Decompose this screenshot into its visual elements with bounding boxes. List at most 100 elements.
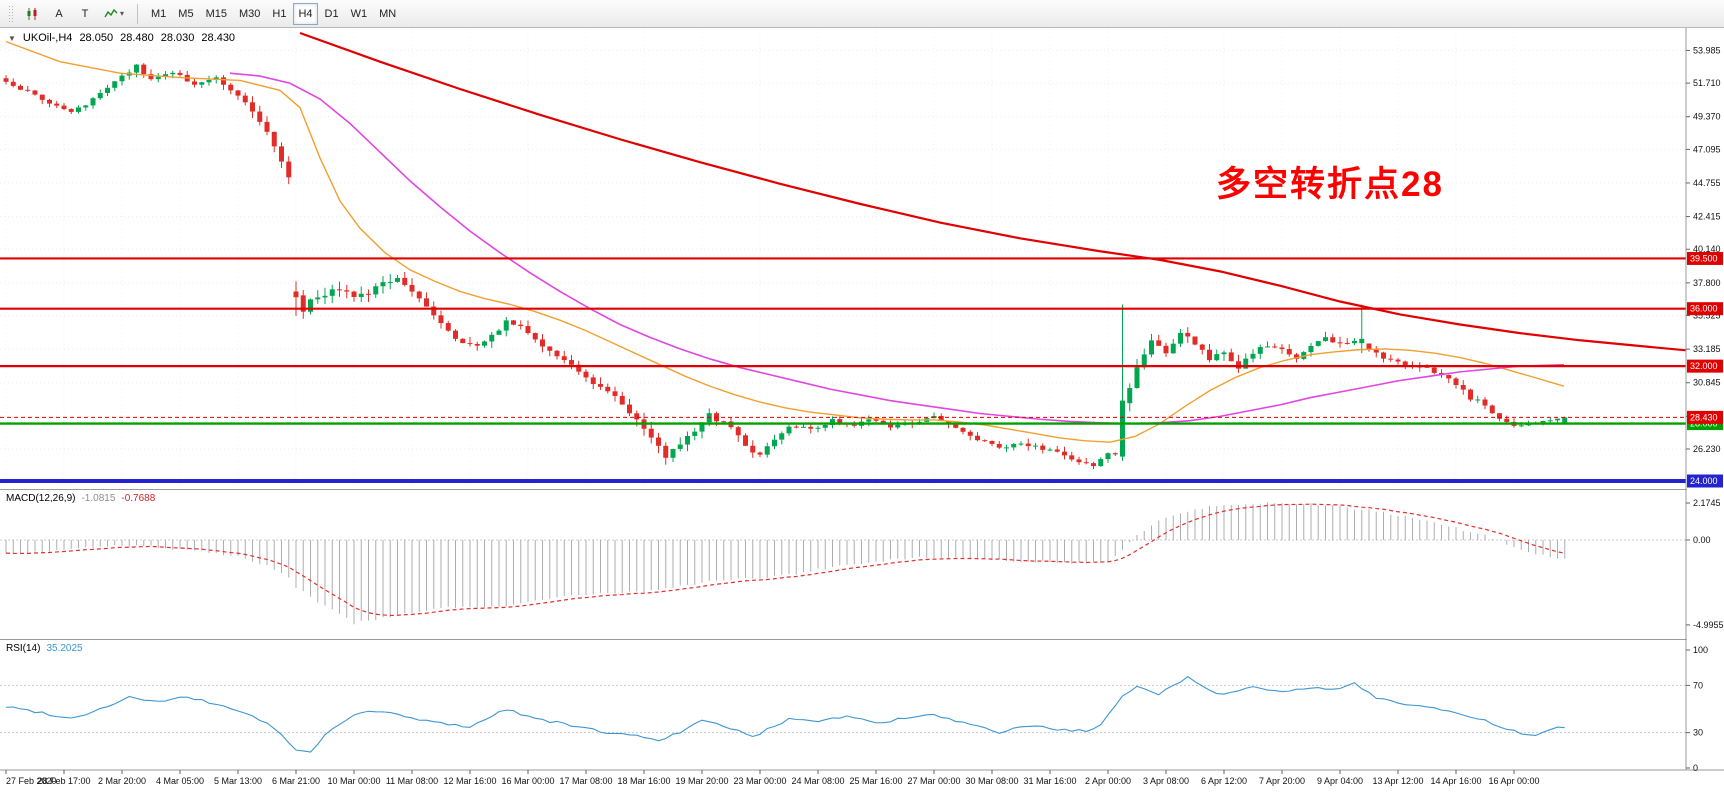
candle-body: [815, 427, 821, 429]
candle-body: [192, 81, 197, 85]
indicator-axis-labels: 2.1745 0.00 -4.9955 100 70 30 0: [1686, 498, 1724, 773]
svg-text:32.000: 32.000: [1690, 361, 1718, 371]
indicators-button[interactable]: ▾: [99, 3, 129, 25]
svg-text:35.525: 35.525: [1693, 311, 1721, 321]
svg-text:6 Apr 12:00: 6 Apr 12:00: [1201, 776, 1247, 786]
svg-text:28 Feb 17:00: 28 Feb 17:00: [37, 776, 90, 786]
candle-body: [1323, 337, 1328, 342]
timeframe-m15-button[interactable]: M15: [201, 3, 232, 25]
candle-body: [1170, 343, 1176, 354]
level-price-box: [1687, 474, 1723, 488]
candle-body: [569, 360, 574, 365]
candle-body: [373, 286, 379, 295]
svg-text:37.800: 37.800: [1693, 278, 1721, 288]
candle-body: [779, 433, 785, 440]
ma-fast-line: [5, 40, 1565, 443]
time-axis-gutter[interactable]: [0, 771, 1724, 793]
candle-body: [68, 109, 74, 112]
svg-text:11 Mar 08:00: 11 Mar 08:00: [386, 776, 438, 786]
candle-body: [25, 89, 31, 91]
svg-text:49.370: 49.370: [1693, 112, 1721, 122]
chart-canvas[interactable]: 53.985 51.710 49.370 47.095 44.755 42.415 40.1…: [0, 28, 1724, 793]
candle-body: [634, 413, 640, 420]
svg-text:24 Mar 08:00: 24 Mar 08:00: [791, 776, 844, 786]
candle-body: [830, 419, 835, 425]
timeframe-h4-button[interactable]: H4: [293, 2, 318, 25]
candle-body: [656, 437, 661, 446]
timeframe-w1-button[interactable]: W1: [346, 3, 373, 25]
timeframe-h1-button[interactable]: H1: [267, 3, 291, 25]
svg-text:36.000: 36.000: [1690, 304, 1718, 314]
candle-body: [271, 131, 277, 147]
svg-text:9 Apr 04:00: 9 Apr 04:00: [1317, 776, 1363, 786]
timeframe-m30-button[interactable]: M30: [234, 3, 265, 25]
candle-body: [967, 431, 973, 436]
candle-body: [1156, 340, 1162, 346]
candle-body: [880, 420, 886, 424]
macd-name: MACD(12,26,9): [6, 493, 76, 504]
chart-type-button[interactable]: [21, 3, 45, 25]
candle-body: [1228, 352, 1234, 362]
candle-body: [119, 75, 125, 82]
svg-text:17 Mar 08:00: 17 Mar 08:00: [559, 776, 612, 786]
svg-text:0.00: 0.00: [1693, 535, 1711, 545]
candle-body: [1098, 459, 1104, 467]
candle-body: [358, 293, 364, 298]
timeframe-d1-button[interactable]: D1: [320, 3, 344, 25]
text-tool-button[interactable]: T: [73, 3, 97, 25]
price-axis-gutter[interactable]: [1687, 28, 1724, 770]
candle-body: [873, 419, 879, 421]
candle-body: [960, 427, 966, 432]
svg-text:3 Apr 08:00: 3 Apr 08:00: [1143, 776, 1189, 786]
svg-text:19 Mar 20:00: 19 Mar 20:00: [675, 776, 728, 786]
toolbar-drag-handle[interactable]: [8, 4, 15, 23]
candle-body: [822, 424, 828, 428]
candle-body: [996, 443, 1002, 448]
level-price-box: [1687, 251, 1723, 265]
ohlc-close: 28.430: [201, 32, 236, 44]
candle-body: [474, 343, 480, 346]
svg-text:27 Mar 00:00: 27 Mar 00:00: [907, 776, 960, 786]
candle-body: [605, 386, 611, 392]
candle-body: [1518, 425, 1524, 427]
candle-body: [888, 423, 893, 428]
candle-body: [1482, 399, 1488, 406]
candle-body: [315, 297, 321, 300]
candle-body: [329, 289, 335, 296]
chart-text-annotation[interactable]: 多空转折点28: [1216, 165, 1444, 204]
candle-body: [612, 391, 618, 396]
candle-body: [10, 81, 16, 86]
macd-main-value: -1.0815: [81, 493, 116, 504]
candle-body: [279, 146, 284, 162]
candle-body: [467, 343, 473, 345]
candle-body: [250, 102, 255, 112]
candle-body: [627, 404, 632, 414]
candle-body: [670, 448, 676, 458]
candle-body: [1243, 358, 1249, 369]
candle-body: [453, 330, 458, 339]
candle-body: [1033, 445, 1038, 447]
candle-body: [482, 341, 487, 346]
candle-body: [489, 334, 495, 342]
ohlc-low: 28.030: [160, 32, 195, 44]
candle-body: [409, 284, 415, 292]
candle-body: [1091, 463, 1096, 467]
candle-body: [1236, 361, 1241, 369]
candle-body: [1504, 418, 1510, 422]
svg-text:31 Mar 16:00: 31 Mar 16:00: [1023, 776, 1076, 786]
svg-text:7 Apr 20:00: 7 Apr 20:00: [1259, 776, 1305, 786]
candle-body: [1141, 354, 1147, 368]
candle-body: [895, 424, 901, 428]
collapse-arrow-icon[interactable]: ▼: [8, 33, 16, 43]
candle-body: [1054, 449, 1060, 452]
svg-text:27 Feb 2020: 27 Feb 2020: [6, 776, 57, 786]
candle-body: [598, 384, 603, 387]
candle-body: [300, 295, 306, 312]
candle-body: [743, 435, 748, 446]
timeframe-mn-button[interactable]: MN: [374, 3, 401, 25]
candle-body: [801, 426, 806, 428]
candle-body: [757, 452, 763, 455]
cursor-mode-button[interactable]: A: [47, 3, 71, 25]
timeframe-m1-button[interactable]: M1: [146, 3, 171, 25]
timeframe-m5-button[interactable]: M5: [173, 3, 198, 25]
